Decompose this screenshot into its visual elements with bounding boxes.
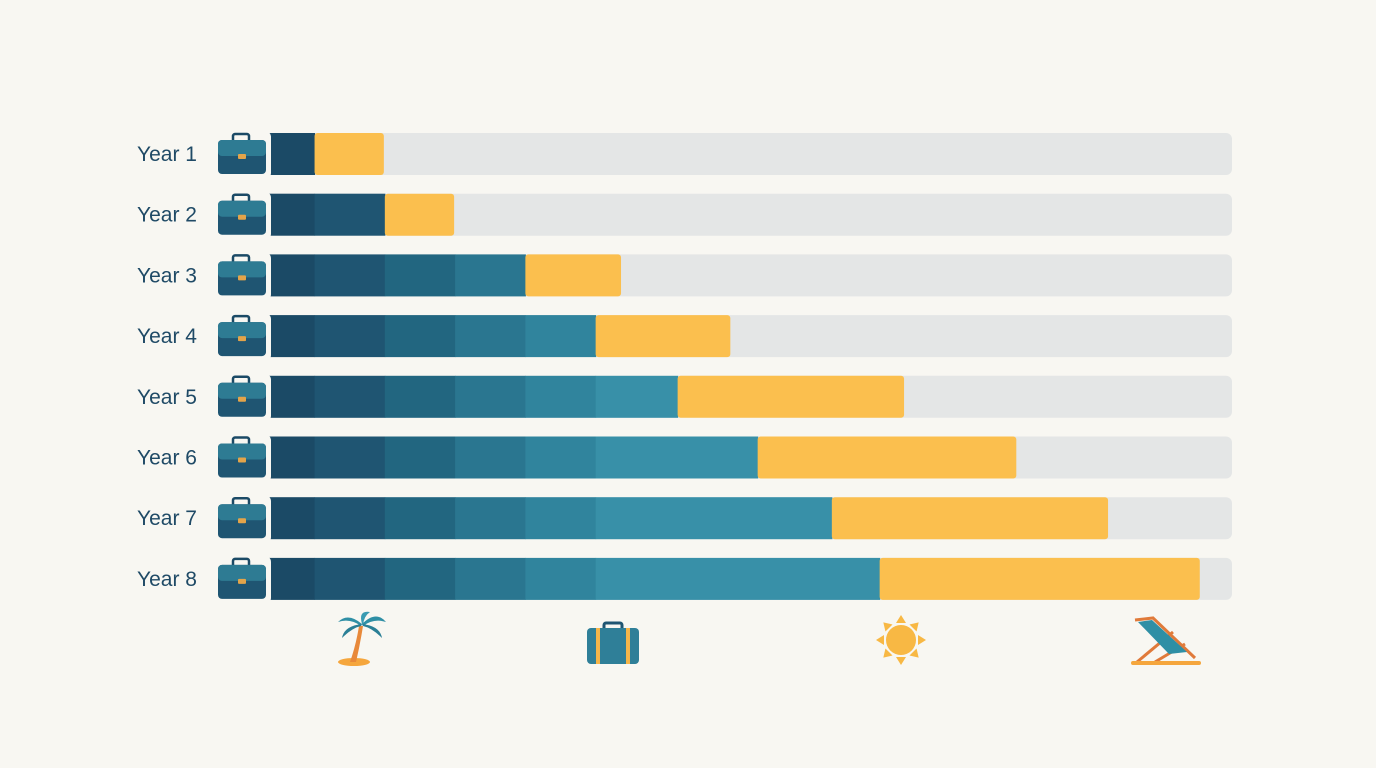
bar-segment-series-7: [314, 133, 384, 175]
briefcase-icon: [215, 495, 271, 544]
row-label: Year 4: [137, 325, 197, 348]
bar-segment-series-4: [455, 254, 526, 297]
palm-tree-icon: [338, 611, 386, 666]
bar-segment-series-5: [525, 557, 597, 600]
bar-segment-series-5: [525, 497, 597, 540]
bar-segment-series-5: [525, 375, 597, 418]
briefcase-icon: [215, 555, 271, 604]
bar-segment-series-6: [595, 436, 759, 479]
bar-segment-series-2: [314, 254, 386, 297]
bar-segment-series-4: [455, 315, 526, 358]
sun-ray: [876, 635, 884, 645]
chart-row: Year 7: [137, 495, 1232, 544]
beach-chair-icon: [1131, 616, 1201, 665]
bar-segment-series-2: [314, 375, 386, 418]
row-label: Year 1: [137, 143, 197, 166]
sun-ray: [883, 648, 893, 658]
chart-row: Year 3: [137, 252, 1232, 301]
bar-segment-series-7: [525, 254, 622, 297]
briefcase-icon: [215, 252, 271, 301]
chart-row: Year 8: [137, 555, 1232, 604]
bar-segment-series-5: [525, 436, 597, 479]
bar-segment-series-6: [595, 497, 833, 540]
bar-segment-series-5: [525, 315, 597, 358]
chart-row: Year 1: [137, 131, 1232, 179]
bar-segment-series-4: [455, 436, 526, 479]
chart-rows: Year 1 Year 2 Year 3 Year 4 Year 5 Year 6 Year…: [137, 131, 1232, 604]
bar-segment-series-2: [314, 436, 386, 479]
sun-ray: [896, 657, 906, 665]
bar-track: [256, 133, 1232, 175]
bar-segment-series-2: [314, 557, 386, 600]
bar-segment-series-7: [384, 193, 455, 236]
row-label: Year 2: [137, 204, 197, 227]
bar-segment-series-3: [384, 557, 456, 600]
briefcase-icon: [215, 313, 271, 362]
sun-ray: [909, 648, 919, 658]
bar-segment-series-4: [455, 497, 526, 540]
briefcase-icon: [215, 131, 271, 179]
sun-ray: [883, 622, 893, 632]
briefcase-icon: [215, 373, 271, 422]
chart-row: Year 5: [137, 373, 1232, 422]
bar-segment-series-7: [757, 436, 1017, 479]
bar-segment-series-7: [831, 497, 1109, 540]
bar-segment-series-3: [384, 497, 456, 540]
bar-segment-series-4: [455, 557, 526, 600]
bar-segment-series-3: [384, 315, 456, 358]
row-label: Year 6: [137, 447, 197, 470]
bar-segment-series-4: [455, 375, 526, 418]
bar-segment-series-7: [677, 375, 905, 418]
sun-ray: [909, 622, 919, 632]
chart-row: Year 6: [137, 434, 1232, 483]
sun-ray: [896, 615, 906, 623]
row-label: Year 8: [137, 568, 197, 591]
bar-track: [256, 193, 1232, 236]
row-label: Year 5: [137, 386, 197, 409]
bar-segment-series-2: [314, 315, 386, 358]
bar-segment-series-2: [314, 497, 386, 540]
bar-segment-series-3: [384, 254, 456, 297]
bar-segment-series-2: [314, 193, 386, 236]
suitcase-icon: [587, 621, 639, 664]
bar-segment-series-3: [384, 436, 456, 479]
sun-ray: [918, 635, 926, 645]
bar-segment-series-6: [595, 557, 881, 600]
bar-segment-series-7: [595, 315, 731, 358]
footer-icons: [338, 611, 1201, 666]
bar-segment-series-6: [595, 375, 679, 418]
briefcase-icon: [215, 434, 271, 483]
row-label: Year 3: [137, 264, 197, 287]
bar-segment-series-3: [384, 375, 456, 418]
sun-icon: [876, 615, 926, 665]
chart-row: Year 2: [137, 191, 1232, 240]
row-label: Year 7: [137, 507, 197, 530]
chart-row: Year 4: [137, 313, 1232, 362]
bar-segment-series-7: [879, 557, 1200, 600]
briefcase-icon: [215, 191, 271, 240]
